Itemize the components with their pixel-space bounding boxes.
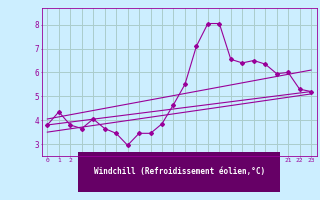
X-axis label: Windchill (Refroidissement éolien,°C): Windchill (Refroidissement éolien,°C): [94, 167, 265, 176]
